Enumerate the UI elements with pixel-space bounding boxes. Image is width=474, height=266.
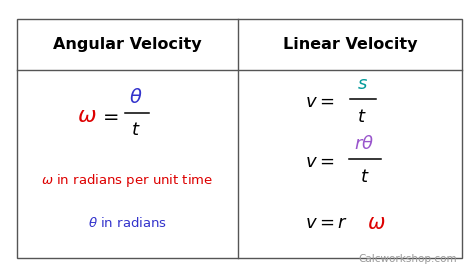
Text: $\theta$: $\theta$ (129, 88, 143, 107)
Text: Linear Velocity: Linear Velocity (283, 37, 418, 52)
Text: $\omega$: $\omega$ (367, 213, 386, 234)
Text: $t$: $t$ (131, 121, 141, 139)
Text: $v = r$: $v = r$ (305, 214, 348, 232)
Text: $t$: $t$ (357, 108, 367, 126)
Text: $r\theta$: $r\theta$ (355, 135, 374, 153)
Text: $t$: $t$ (360, 168, 369, 186)
Text: $\theta$ in radians: $\theta$ in radians (88, 217, 167, 230)
Text: $v =$: $v =$ (305, 153, 334, 171)
Text: Angular Velocity: Angular Velocity (53, 37, 202, 52)
Text: $v =$: $v =$ (305, 93, 334, 111)
Text: $s$: $s$ (356, 75, 368, 93)
Text: Calcworkshop.com: Calcworkshop.com (359, 254, 457, 264)
Text: $\omega$ in radians per unit time: $\omega$ in radians per unit time (41, 172, 214, 189)
Text: $\omega$: $\omega$ (77, 106, 97, 126)
Text: $=$: $=$ (100, 106, 119, 125)
